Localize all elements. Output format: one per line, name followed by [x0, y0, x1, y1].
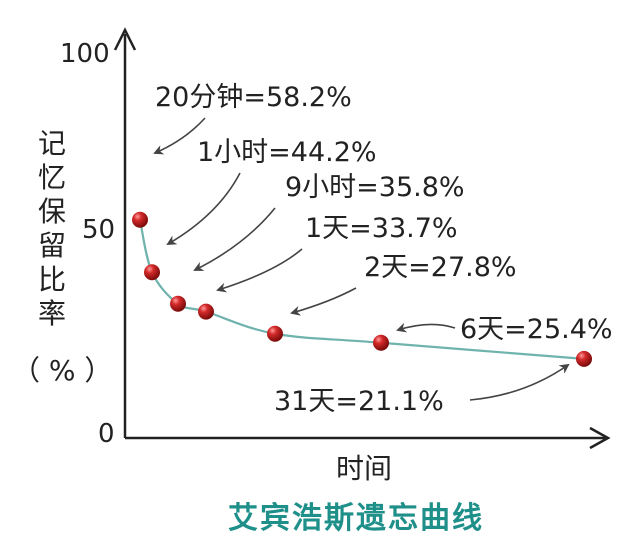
- y-axis-label-char: 记: [38, 127, 66, 160]
- y-tick-0: 0: [98, 419, 115, 449]
- annotation-arrow-6: [396, 322, 456, 333]
- arrows-layer: [153, 117, 570, 401]
- y-axis-label-char: 比: [38, 263, 66, 296]
- annotation-label-4: 1天=33.7%: [305, 213, 458, 244]
- data-point-1: [132, 211, 148, 228]
- data-point-7: [576, 350, 592, 367]
- chart-title: 艾宾浩斯遗忘曲线: [228, 501, 484, 536]
- axes: [113, 27, 611, 450]
- data-point-4: [198, 303, 214, 320]
- annotation-label-7: 31天=21.1%: [274, 386, 444, 417]
- annotation-arrow-5: [290, 287, 357, 316]
- annotation-label-1: 20分钟=58.2%: [155, 82, 352, 113]
- annotation-label-3: 9小时=35.8%: [285, 172, 465, 203]
- data-point-5: [267, 325, 283, 342]
- x-axis-label: 时间: [336, 452, 392, 485]
- data-point-2: [144, 264, 160, 281]
- y-axis-label-char: 忆: [38, 161, 66, 194]
- y-axis-label-char: 留: [38, 229, 66, 262]
- data-point-3: [170, 295, 186, 312]
- x-axis-arrow: [589, 426, 611, 450]
- annotation-label-5: 2天=27.8%: [364, 252, 517, 283]
- annotation-label-2: 1小时=44.2%: [197, 137, 377, 168]
- annotation-arrow-3: [193, 207, 276, 271]
- annotation-label-6: 6天=25.4%: [460, 314, 613, 345]
- y-axis-arrow: [113, 27, 137, 51]
- y-axis-unit: （ % ）: [12, 354, 112, 387]
- y-tick-50: 50: [82, 215, 115, 245]
- y-tick-100: 100: [60, 39, 110, 69]
- annotation-arrow-4: [216, 248, 303, 293]
- annotation-arrow-1: [153, 117, 206, 155]
- y-axis-label-char: 率: [38, 297, 66, 330]
- labels-layer: 20分钟=58.2% 1小时=44.2% 9小时=35.8% 1天=33.7% 2天=2…: [155, 82, 613, 417]
- y-axis-label-char: 保: [38, 195, 66, 228]
- annotation-arrow-7: [469, 363, 570, 401]
- annotation-arrow-2: [166, 172, 241, 246]
- data-point-6: [373, 334, 389, 351]
- points-layer: [132, 211, 592, 367]
